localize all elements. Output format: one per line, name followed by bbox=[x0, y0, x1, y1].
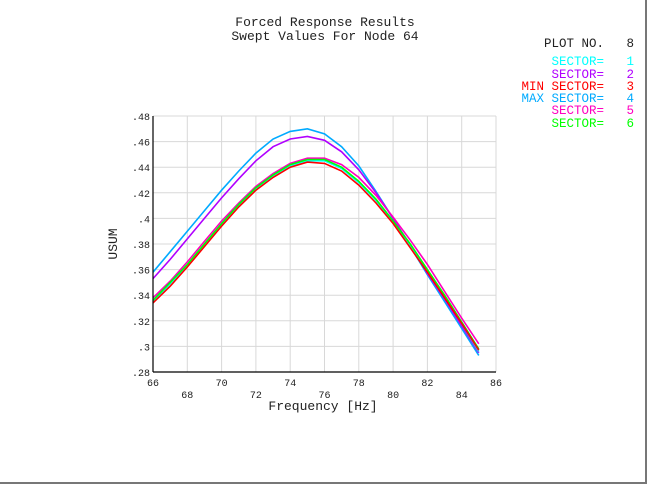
x-tick-label: 82 bbox=[421, 379, 433, 390]
legend-number: 2 bbox=[626, 67, 634, 82]
legend-item: SECTOR= 6 bbox=[500, 116, 634, 131]
plot-number-label: PLOT NO. bbox=[543, 37, 604, 51]
legend-label: SECTOR= bbox=[551, 67, 604, 82]
axes bbox=[152, 116, 496, 373]
legend-label: MAX SECTOR= bbox=[521, 92, 604, 107]
legend-label: SECTOR= bbox=[551, 116, 604, 131]
y-tick-label: .4 bbox=[138, 215, 150, 226]
y-tick-label: .32 bbox=[132, 318, 150, 329]
chart-subtitle: Swept Values For Node 64 bbox=[231, 29, 419, 44]
legend-number: 5 bbox=[626, 104, 634, 119]
x-tick-label: 74 bbox=[284, 379, 296, 390]
legend-label: SECTOR= bbox=[551, 104, 604, 119]
legend-item: MIN SECTOR= 3 bbox=[500, 79, 634, 94]
legend-label: SECTOR= bbox=[551, 55, 604, 70]
y-tick-label: .46 bbox=[132, 139, 150, 150]
x-tick-label: 70 bbox=[216, 379, 228, 390]
series-line-5 bbox=[152, 157, 480, 345]
series-lines bbox=[152, 127, 480, 356]
series-line-1 bbox=[152, 160, 480, 352]
y-tick-label: .34 bbox=[132, 292, 150, 303]
legend-label: MIN SECTOR= bbox=[521, 79, 604, 94]
y-tick-label: .36 bbox=[132, 267, 150, 278]
x-tick-label: 76 bbox=[318, 391, 330, 402]
legend-number: 1 bbox=[626, 55, 634, 70]
y-tick-label: .38 bbox=[132, 241, 150, 252]
plot-number-row: PLOT NO. 8 bbox=[500, 37, 634, 51]
y-tick-label: .44 bbox=[132, 164, 150, 175]
x-tick-label: 80 bbox=[387, 391, 399, 402]
x-tick-label: 72 bbox=[250, 391, 262, 402]
series-line-6 bbox=[152, 158, 480, 350]
plot-number-value: 8 bbox=[626, 37, 634, 51]
series-line-3 bbox=[152, 161, 480, 351]
legend-item: MAX SECTOR= 4 bbox=[500, 92, 634, 107]
legend-item: SECTOR= 5 bbox=[500, 104, 634, 119]
x-tick-label: 86 bbox=[490, 379, 502, 390]
x-tick-label: 66 bbox=[147, 379, 159, 390]
legend: PLOT NO. 8 SECTOR= 1 SECTOR= 2 MIN SECTOR= 3 M… bbox=[500, 38, 634, 130]
legend-number: 6 bbox=[626, 116, 634, 131]
legend-number: 4 bbox=[626, 92, 634, 107]
y-tick-label: .28 bbox=[132, 369, 150, 380]
tick-labels: 66 68 70 72 74 76 78 80 82 84 86 .28 .3 .32 .34 .36 .38.… bbox=[132, 113, 502, 402]
y-axis-label: USUM bbox=[106, 228, 121, 259]
x-axis-label: Frequency [Hz] bbox=[268, 399, 377, 414]
legend-item: SECTOR= 1 bbox=[500, 55, 634, 70]
x-tick-label: 84 bbox=[456, 391, 468, 402]
y-tick-label: .48 bbox=[132, 113, 150, 124]
x-tick-label: 68 bbox=[181, 391, 193, 402]
legend-number: 3 bbox=[626, 79, 634, 94]
y-tick-label: .3 bbox=[138, 343, 150, 354]
y-tick-label: .42 bbox=[132, 190, 150, 201]
x-tick-label: 78 bbox=[353, 379, 365, 390]
chart-title: Forced Response Results bbox=[235, 15, 415, 30]
legend-item: SECTOR= 2 bbox=[500, 67, 634, 82]
